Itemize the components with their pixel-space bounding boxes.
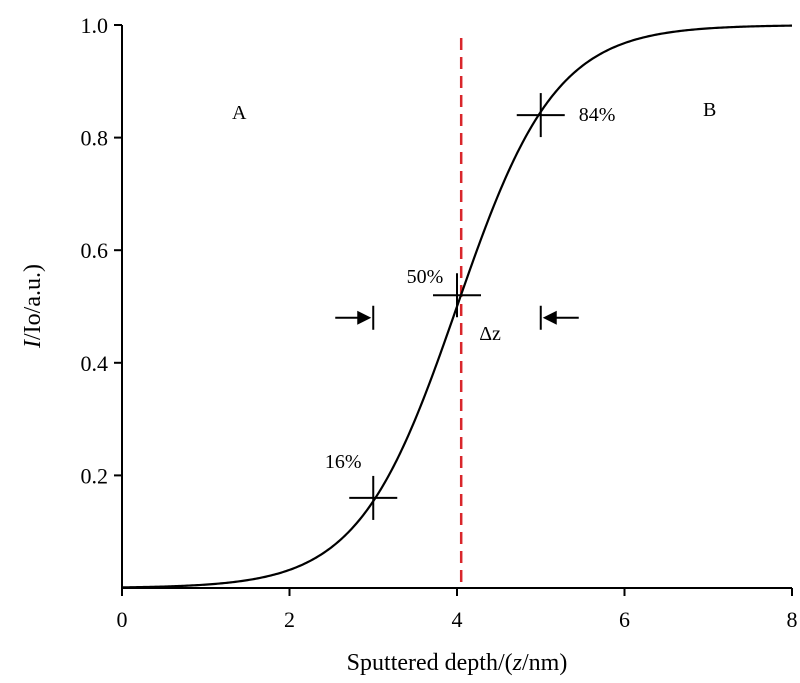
region-label-b: B [703,99,716,121]
delta-z-left-arrowhead [357,310,372,325]
y-tick-label: 0.8 [81,126,109,151]
x-tick-label: 2 [284,607,295,632]
delta-z-arrows [335,305,579,330]
y-tick-label: 1.0 [81,13,109,38]
delta-z-right-arrowhead [542,310,557,325]
x-axis-title-suffix: /nm) [522,650,567,676]
y-axis-title-italic: I [20,339,46,349]
y-axis-title: I/Io/a.u.) [20,264,46,349]
y-ticks: 0.2 0.4 0.6 0.8 1.0 [81,13,122,488]
region-label-a: A [232,102,247,124]
y-tick-label: 0.6 [81,238,109,263]
x-axis-title-italic: z [512,650,523,676]
delta-z-label: Δz [479,323,501,345]
y-tick-label: 0.4 [81,351,109,376]
marker-label: 16% [325,451,362,473]
y-tick-label: 0.2 [81,463,109,488]
x-tick-label: 8 [787,607,798,632]
marker-label: 50% [407,266,444,288]
percent-markers: 16% 50% 84% [325,93,616,520]
x-ticks: 0 2 4 6 8 [117,588,798,632]
x-axis-title-prefix: Sputtered depth/( [347,650,513,676]
x-tick-label: 6 [619,607,630,632]
x-tick-label: 4 [452,607,463,632]
x-tick-label: 0 [117,607,128,632]
x-axis-title: Sputtered depth/(z/nm) [347,650,568,676]
marker-label: 84% [579,104,616,126]
y-axis-title-suffix: /Io/a.u.) [20,264,46,340]
